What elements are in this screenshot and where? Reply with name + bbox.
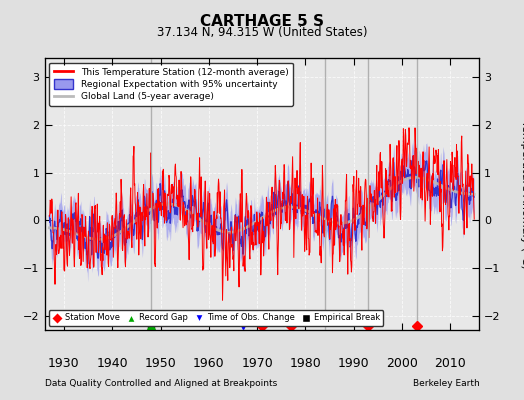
Text: Berkeley Earth: Berkeley Earth — [413, 379, 479, 388]
Text: Data Quality Controlled and Aligned at Breakpoints: Data Quality Controlled and Aligned at B… — [45, 379, 277, 388]
Legend: Station Move, Record Gap, Time of Obs. Change, Empirical Break: Station Move, Record Gap, Time of Obs. C… — [49, 310, 384, 326]
Text: CARTHAGE 5 S: CARTHAGE 5 S — [200, 14, 324, 29]
Text: 37.134 N, 94.315 W (United States): 37.134 N, 94.315 W (United States) — [157, 26, 367, 39]
Y-axis label: Temperature Anomaly (°C): Temperature Anomaly (°C) — [520, 120, 524, 268]
